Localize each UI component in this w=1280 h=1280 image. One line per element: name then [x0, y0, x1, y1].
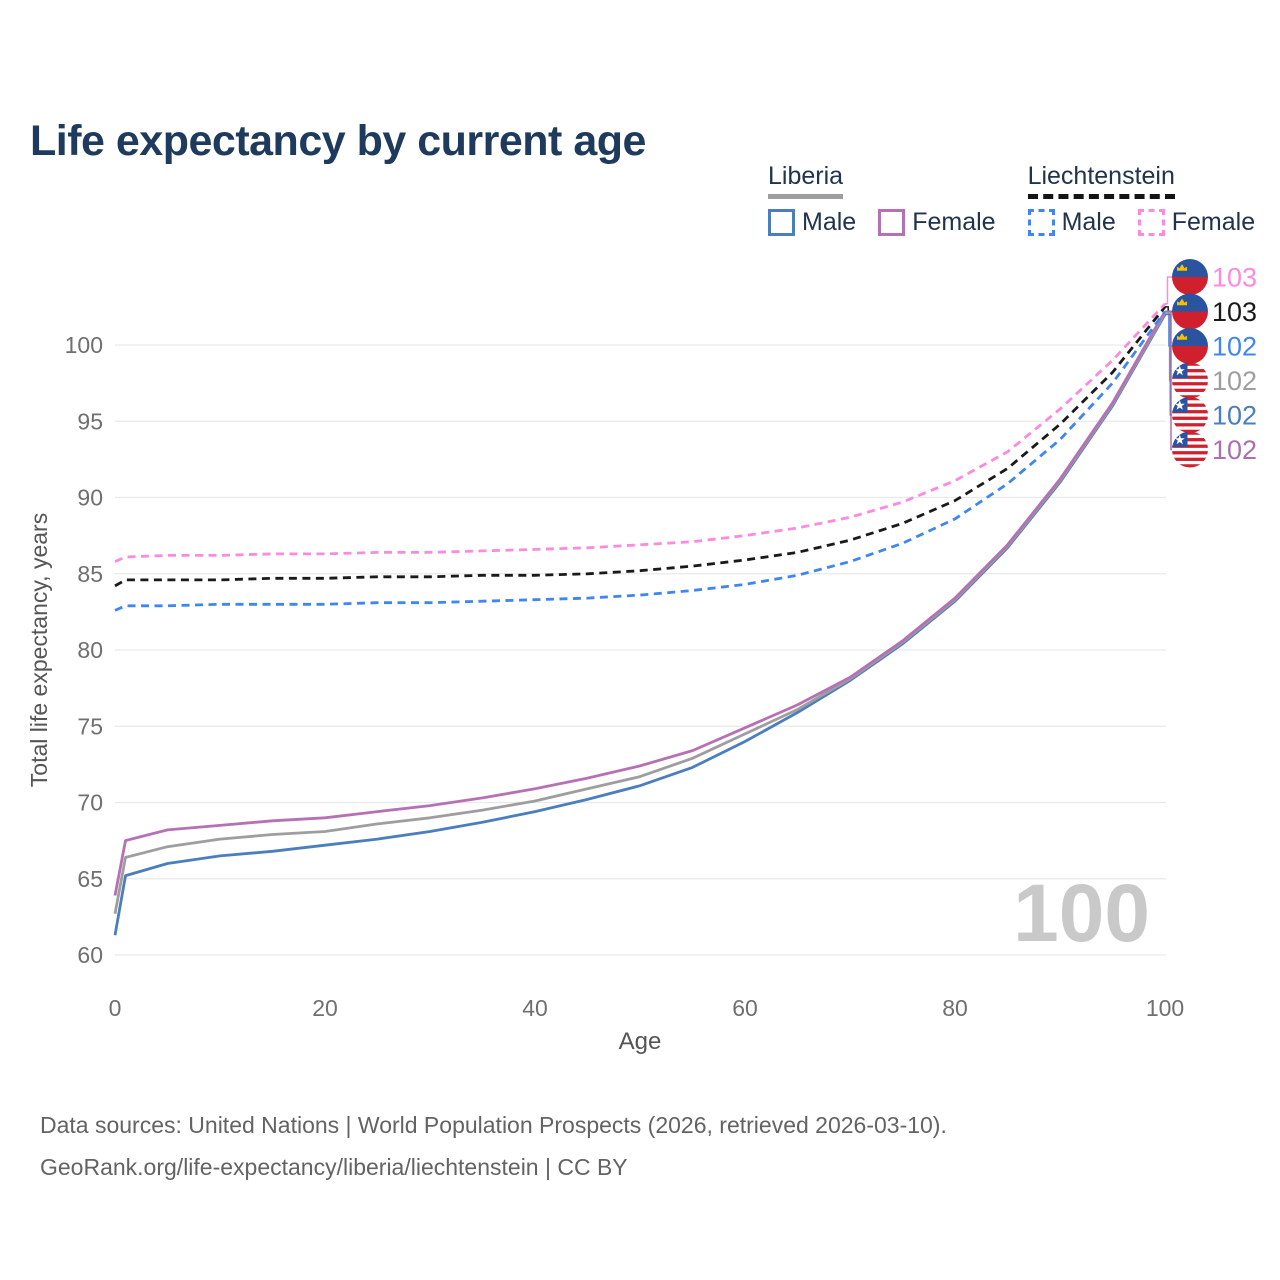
end-label-liechtenstein-both: 103: [1212, 297, 1257, 327]
legend-swatch-liberia-female: [878, 209, 906, 236]
legend-title-liechtenstein: Liechtenstein: [1027, 162, 1175, 199]
x-tick-label: 80: [942, 995, 968, 1021]
y-axis-label: Total life expectancy, years: [26, 513, 52, 787]
y-tick-label: 85: [77, 561, 103, 587]
footer: Data sources: United Nations | World Pop…: [40, 1104, 947, 1188]
x-tick-label: 60: [732, 995, 758, 1021]
x-tick-label: 40: [522, 995, 548, 1021]
x-tick-label: 0: [109, 995, 122, 1021]
footer-data-sources: Data sources: United Nations | World Pop…: [40, 1112, 947, 1138]
legend-label-liberia-female: Female: [912, 208, 996, 236]
legend-title-liberia: Liberia: [768, 162, 844, 199]
legend-label-liechtenstein-male: Male: [1061, 208, 1116, 236]
leader-line-liberia-female: [1165, 310, 1172, 451]
legend-swatch-liechtenstein-male: [1027, 209, 1055, 236]
legend-group-liechtenstein: Liechtenstein Male Female: [1027, 162, 1256, 237]
end-label-liberia-both: 102: [1212, 366, 1257, 396]
flag-icon-liechtenstein: [1172, 293, 1208, 330]
legend: Liberia Male Female Liechtenstein Male F…: [768, 162, 1255, 237]
y-tick-label: 70: [77, 790, 103, 816]
y-tick-label: 75: [77, 713, 103, 739]
end-label-liberia-female: 102: [1212, 435, 1257, 465]
legend-row-liechtenstein: Male Female: [1027, 208, 1256, 237]
flag-icon-liberia: [1172, 397, 1208, 433]
y-tick-label: 100: [65, 332, 103, 358]
flag-icon-liberia: [1172, 362, 1208, 399]
end-label-liberia-male: 102: [1212, 401, 1257, 431]
legend-swatch-liberia-male: [768, 209, 795, 236]
y-tick-label: 60: [77, 942, 103, 968]
end-label-liechtenstein-female: 103: [1212, 263, 1257, 293]
flag-icon-liechtenstein: [1172, 259, 1208, 295]
flag-icon-liechtenstein: [1172, 328, 1208, 364]
y-tick-label: 90: [77, 485, 103, 511]
age-watermark: 100: [1013, 868, 1150, 959]
series-line-liberia-male: [113, 313, 1167, 936]
legend-group-liberia: Liberia Male Female: [768, 162, 996, 237]
series-line-liechtenstein-female: [114, 302, 1167, 563]
legend-label-liberia-male: Male: [802, 208, 857, 236]
series-line-liechtenstein-both: [114, 306, 1167, 588]
footer-attribution: GeoRank.org/life-expectancy/liberia/liec…: [40, 1154, 628, 1180]
y-tick-label: 80: [77, 637, 103, 663]
legend-row-liberia: Male Female: [768, 208, 996, 237]
series-line-liberia-both: [113, 312, 1167, 915]
x-tick-label: 100: [1146, 995, 1184, 1021]
x-axis-label: Age: [619, 1028, 662, 1055]
y-tick-label: 65: [77, 866, 103, 892]
page-title: Life expectancy by current age: [30, 116, 646, 165]
legend-swatch-liechtenstein-female: [1137, 209, 1165, 236]
flag-icon-liberia: [1172, 431, 1208, 468]
leader-line-liechtenstein-female: [1165, 276, 1172, 305]
legend-label-liechtenstein-female: Female: [1171, 208, 1256, 236]
series-line-liechtenstein-male: [114, 310, 1167, 612]
end-label-liechtenstein-male: 102: [1212, 332, 1257, 362]
x-tick-label: 20: [312, 995, 338, 1021]
series-line-liberia-female: [113, 310, 1167, 896]
y-tick-label: 95: [77, 408, 103, 434]
